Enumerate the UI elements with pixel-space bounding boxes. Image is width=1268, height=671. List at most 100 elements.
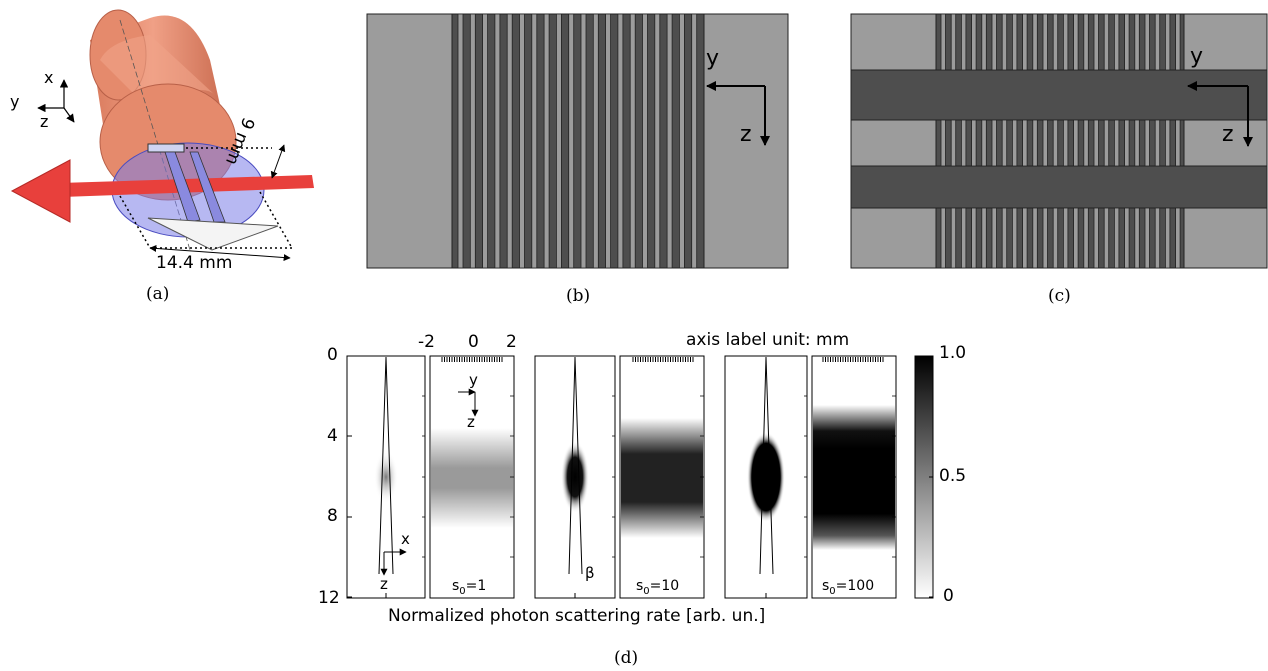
axis-y-label-b: y	[706, 46, 720, 71]
x-tick-0: 0	[468, 332, 479, 352]
slit-b	[506, 13, 513, 269]
caption-c: (c)	[1048, 286, 1071, 306]
slit-b	[469, 13, 476, 269]
slit-c	[1032, 13, 1038, 71]
slit-c	[1042, 13, 1048, 71]
s0-label-100: s0=100	[822, 578, 875, 597]
slit-c	[961, 207, 967, 269]
colorbar-tick-05: 0.5	[939, 466, 967, 486]
axis-y-label-c: y	[1190, 44, 1204, 69]
colorbar-tick-1: 1.0	[939, 343, 967, 363]
laser-beam-arrowhead	[10, 159, 71, 223]
beta-label: β	[585, 564, 595, 582]
slit-b	[617, 13, 624, 269]
panel-c-slits	[940, 13, 1181, 269]
slit-c	[1144, 207, 1150, 269]
slit-c	[1032, 119, 1038, 167]
slit-c	[1124, 119, 1130, 167]
slit-c	[1165, 119, 1171, 167]
slit-c	[1063, 119, 1069, 167]
slit-b	[519, 13, 525, 269]
slit-c	[1042, 119, 1048, 167]
unit-note: axis label unit: mm	[686, 330, 850, 350]
slit-c	[1001, 207, 1008, 269]
x-tick-neg2: -2	[418, 332, 435, 352]
slit-c	[981, 13, 987, 71]
sub-axis-y: y	[469, 371, 478, 389]
slit-c	[950, 13, 957, 71]
panel-d-plots	[346, 355, 934, 599]
slit-c	[950, 119, 957, 167]
slit-c	[1165, 13, 1171, 71]
slit-b	[482, 13, 489, 269]
slit-c	[971, 13, 977, 71]
slit-c	[940, 13, 946, 71]
slit-c	[1073, 119, 1079, 167]
axis-z-label-b: z	[740, 122, 752, 147]
slit-b	[543, 13, 550, 269]
slit-c	[991, 207, 997, 269]
slit-c	[1124, 13, 1130, 71]
sub-axis-x: x	[401, 530, 410, 548]
slit-c	[971, 119, 977, 167]
slit-c	[1103, 13, 1110, 71]
caption-b: (b)	[566, 286, 591, 306]
caption-a: (a)	[146, 284, 170, 304]
slit-c	[1144, 13, 1150, 71]
slit-c	[1114, 119, 1120, 167]
slit-c	[1042, 207, 1048, 269]
slit-c	[1063, 13, 1069, 71]
slit-c	[1012, 13, 1018, 71]
x-axis-label: Normalized photon scattering rate [arb. …	[388, 606, 766, 626]
slit-c	[1083, 119, 1089, 167]
slit-c	[981, 119, 987, 167]
slit-b	[494, 13, 501, 269]
slit-b	[531, 13, 538, 269]
y-tick-8: 8	[327, 506, 338, 526]
axis-x-label-a: x	[44, 68, 54, 87]
slit-c	[1052, 119, 1059, 167]
slit-c	[1083, 13, 1089, 71]
slit-b	[580, 13, 587, 269]
slit-c	[1032, 207, 1038, 269]
caption-d: (d)	[614, 648, 639, 668]
slit-c	[1165, 207, 1171, 269]
slit-c	[961, 13, 967, 71]
slit-b	[679, 13, 685, 269]
slit-c	[940, 119, 946, 167]
slit-c	[971, 207, 977, 269]
slit-c	[1083, 207, 1089, 269]
slit-b	[457, 13, 464, 269]
slit-c	[950, 207, 957, 269]
slit-c	[1154, 13, 1161, 71]
slit-c	[1093, 13, 1099, 71]
slit-b	[642, 13, 648, 269]
slit-b	[691, 13, 698, 269]
dimension-width: 14.4 mm	[156, 253, 233, 273]
s0-label-10: s0=10	[636, 578, 680, 597]
slit-c	[1144, 119, 1150, 167]
slit-c	[961, 119, 967, 167]
sub-axis-z-2: z	[380, 575, 388, 593]
panel-a-illustration	[10, 9, 314, 262]
panel-b-slits	[457, 13, 698, 269]
axis-z-label-c: z	[1222, 122, 1234, 147]
slit-b	[556, 13, 562, 269]
slit-c	[1063, 207, 1069, 269]
slit-b	[654, 13, 661, 269]
slit-c	[1012, 207, 1018, 269]
colorbar-tick-0: 0	[943, 586, 954, 606]
slit-c	[1154, 119, 1161, 167]
slit-b	[605, 13, 611, 269]
slit-c	[1175, 119, 1181, 167]
slit-c	[1134, 119, 1140, 167]
slit-c	[1073, 207, 1079, 269]
y-tick-4: 4	[327, 426, 338, 446]
slit-b	[629, 13, 636, 269]
slit-c	[1175, 13, 1181, 71]
y-tick-12: 12	[318, 588, 340, 608]
slit-c	[1103, 119, 1110, 167]
slit-c	[1022, 13, 1028, 71]
slit-c	[1114, 207, 1120, 269]
